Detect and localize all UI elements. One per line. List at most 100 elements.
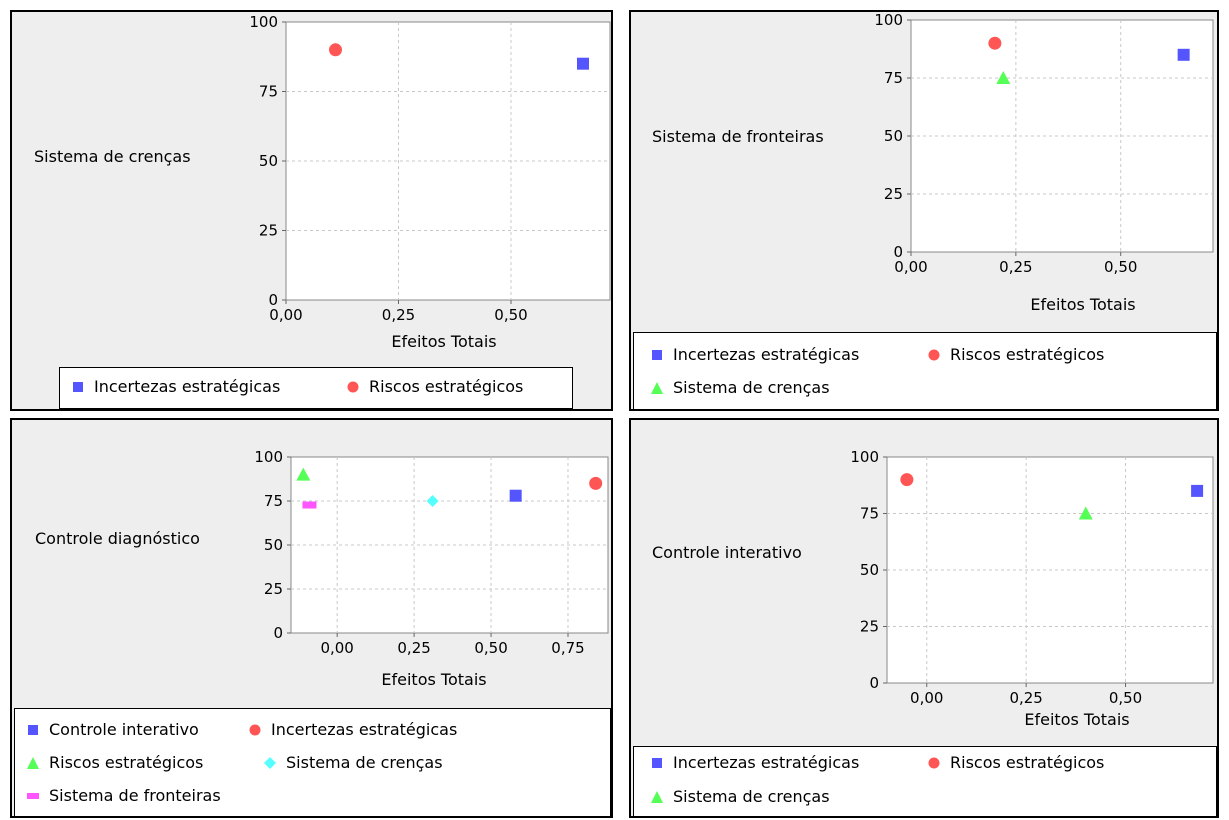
- x-tick-label: 0,50: [494, 306, 527, 324]
- legend-item: Incertezas estratégicas: [247, 720, 457, 739]
- y-tick-label: 50: [264, 536, 283, 554]
- legend-item: Riscos estratégicos: [926, 345, 1104, 364]
- x-tick-label: 0,75: [551, 639, 584, 657]
- legend-label: Incertezas estratégicas: [673, 753, 860, 772]
- legend-label: Riscos estratégicos: [950, 753, 1105, 772]
- legend-triangle-icon: [649, 380, 665, 396]
- y-tick-label: 25: [259, 222, 278, 240]
- data-point-circle: [900, 473, 914, 487]
- legend-item: Controle interativo: [25, 720, 199, 739]
- legend-circle-icon: [345, 379, 361, 395]
- x-tick-label: 0,50: [1104, 258, 1137, 276]
- y-tick-label: 50: [860, 561, 879, 579]
- chart-legend: Incertezas estratégicas Riscos estratégi…: [633, 332, 1217, 409]
- legend-triangle-icon: [649, 789, 665, 805]
- data-point-circle: [988, 36, 1002, 50]
- y-tick-label: 75: [884, 69, 903, 87]
- y-tick-label: 75: [259, 83, 278, 101]
- data-point-triangle: [1078, 506, 1093, 520]
- legend-square-icon: [649, 755, 665, 771]
- legend-item: Incertezas estratégicas: [649, 753, 859, 772]
- legend-label: Incertezas estratégicas: [271, 720, 458, 739]
- legend-label: Riscos estratégicos: [49, 753, 204, 772]
- chart-legend: Controle interativo Incertezas estratégi…: [14, 708, 611, 816]
- y-tick-label: 100: [249, 13, 278, 31]
- legend-circle-icon: [247, 722, 263, 738]
- legend-label: Incertezas estratégicas: [673, 345, 860, 364]
- y-tick-label: 25: [264, 580, 283, 598]
- legend-item: Sistema de crenças: [649, 787, 830, 806]
- data-point-square: [1177, 48, 1190, 61]
- data-point-circle: [329, 43, 342, 57]
- y-tick-label: 0: [869, 674, 879, 692]
- legend-item: Riscos estratégicos: [25, 753, 203, 772]
- legend-diamond-icon: [262, 755, 278, 771]
- x-tick-label: 0,50: [474, 639, 507, 657]
- chart-legend: Incertezas estratégicas Riscos estratégi…: [59, 367, 573, 409]
- chart-plot-area: 0 25 50 75 100 0,00 0,25 0,50 0,75: [254, 448, 609, 657]
- legend-item: Sistema de crenças: [262, 753, 443, 772]
- x-tick-label: 0,25: [382, 306, 415, 324]
- y-tick-label: 100: [254, 448, 283, 466]
- y-axis-label: Controle interativo: [652, 543, 802, 562]
- legend-item: Sistema de crenças: [649, 378, 830, 397]
- chart-panel-sistema-de-fronteiras: 0 25 50 75 100 0,00 0,25 0,50 Sistema de fronte…: [629, 10, 1219, 411]
- legend-label: Sistema de crenças: [286, 753, 443, 772]
- x-tick-label: 0,50: [1109, 689, 1142, 707]
- legend-item: Sistema de fronteiras: [25, 786, 221, 805]
- y-tick-label: 25: [884, 185, 903, 203]
- x-axis-label: Efeitos Totais: [1030, 295, 1136, 314]
- x-tick-label: 0,00: [910, 689, 943, 707]
- y-tick-label: 100: [850, 448, 879, 466]
- y-tick-label: 50: [884, 127, 903, 145]
- legend-label: Riscos estratégicos: [369, 377, 524, 396]
- y-axis-label: Sistema de crenças: [34, 147, 191, 166]
- legend-square-icon: [70, 379, 86, 395]
- chart-plot-area: 0 25 50 75 100 0,00 0,25 0,50: [249, 13, 611, 324]
- data-point-triangle: [296, 467, 311, 481]
- y-tick-label: 50: [259, 152, 278, 170]
- legend-label: Sistema de crenças: [673, 787, 830, 806]
- legend-item: Riscos estratégicos: [345, 377, 523, 396]
- y-tick-label: 75: [860, 505, 879, 523]
- x-axis-label: Efeitos Totais: [391, 332, 497, 351]
- data-point-square: [509, 489, 522, 502]
- y-axis-label: Sistema de fronteiras: [652, 127, 824, 146]
- x-tick-label: 0,00: [894, 258, 927, 276]
- data-point-bar: [302, 501, 317, 509]
- chart-panel-sistema-de-crencas: 0 25 50 75 100 0,00 0,25 0,50 Sistema de crença…: [10, 10, 613, 411]
- x-tick-label: 0,25: [999, 258, 1032, 276]
- y-tick-label: 0: [893, 243, 903, 261]
- x-tick-label: 0,00: [320, 639, 353, 657]
- legend-item: Riscos estratégicos: [926, 753, 1104, 772]
- legend-circle-icon: [926, 755, 942, 771]
- legend-square-icon: [649, 347, 665, 363]
- x-tick-label: 0,25: [1009, 689, 1042, 707]
- legend-item: Incertezas estratégicas: [649, 345, 859, 364]
- legend-triangle-icon: [25, 755, 41, 771]
- chart-panel-controle-diagnostico: 0 25 50 75 100 0,00 0,25 0,50 0,75 Controle diag…: [10, 418, 613, 818]
- data-point-square: [1191, 484, 1204, 497]
- y-tick-label: 100: [874, 12, 903, 29]
- legend-label: Sistema de crenças: [673, 378, 830, 397]
- chart-panel-controle-interativo: 0 25 50 75 100 0,00 0,25 0,50 Controle interati…: [629, 418, 1219, 818]
- x-axis-label: Efeitos Totais: [1024, 710, 1130, 729]
- x-tick-label: 0,25: [397, 639, 430, 657]
- x-tick-label: 0,00: [269, 306, 302, 324]
- legend-label: Riscos estratégicos: [950, 345, 1105, 364]
- y-axis-label: Controle diagnóstico: [35, 529, 200, 548]
- legend-circle-icon: [926, 347, 942, 363]
- y-tick-label: 0: [273, 624, 283, 642]
- y-tick-label: 25: [860, 618, 879, 636]
- data-point-square: [577, 57, 589, 70]
- data-point-diamond: [426, 495, 439, 507]
- legend-label: Controle interativo: [49, 720, 199, 739]
- y-tick-label: 0: [268, 291, 278, 309]
- chart-plot-area: 0 25 50 75 100 0,00 0,25 0,50: [874, 12, 1214, 276]
- legend-square-icon: [25, 722, 41, 738]
- legend-label: Sistema de fronteiras: [49, 786, 221, 805]
- y-tick-label: 75: [264, 492, 283, 510]
- x-axis-label: Efeitos Totais: [381, 670, 487, 689]
- chart-plot-area: 0 25 50 75 100 0,00 0,25 0,50: [850, 448, 1214, 707]
- chart-legend: Incertezas estratégicas Riscos estratégi…: [633, 746, 1217, 816]
